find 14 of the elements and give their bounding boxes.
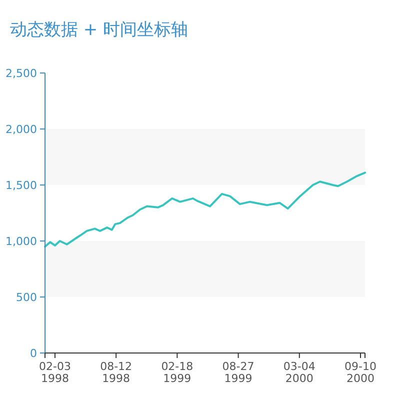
x-tick-label: 02-18 1999 [161,360,194,386]
y-tick-label: 2,000 [6,122,37,136]
y-tick-label: 2,500 [6,66,37,80]
y-tick-label: 0 [30,346,37,360]
x-tick-label: 08-27 1999 [222,360,254,386]
chart-title: 动态数据 + 时间坐标轴 [10,20,188,40]
y-tick-label: 1,000 [6,234,37,248]
x-tick-label: 08-12 1998 [100,360,132,386]
line-series [44,172,366,248]
x-tick-label: 03-04 2000 [283,360,316,386]
y-tick-label: 500 [16,290,37,304]
x-tick-label: 02-03 1998 [38,360,71,386]
y-tick-label: 1,500 [6,178,37,192]
x-tick-label: 09-10 2000 [344,360,376,386]
